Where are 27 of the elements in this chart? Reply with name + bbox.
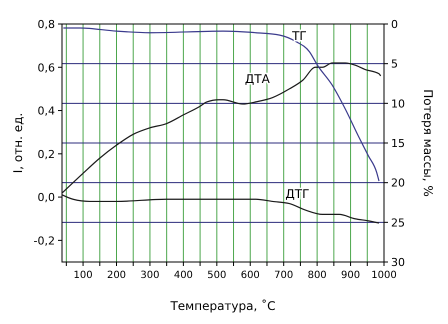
y2-tick-label: 0	[391, 18, 398, 31]
x-tick-label: 200	[106, 270, 126, 281]
y2-tick-label: 25	[391, 216, 405, 230]
y2-tick-label: 20	[391, 176, 405, 190]
x-tick-label: 400	[174, 270, 193, 281]
y2-axis-title: Потеря массы, %	[421, 89, 435, 197]
x-tick-label: 300	[140, 270, 160, 281]
x-tick-label: 100	[74, 270, 93, 281]
y-tick-label: 0,6	[38, 61, 55, 74]
y-tick-label: -0,2	[34, 234, 55, 248]
x-tick-label: 700	[274, 270, 294, 281]
x-tick-label: 1000	[371, 270, 397, 281]
y2-tick-label: 10	[391, 97, 405, 110]
line-series	[62, 27, 380, 182]
x-tick-label: 800	[308, 270, 327, 281]
y-axis-title: I, отн. ед.	[11, 112, 25, 174]
y2-tick-label: 15	[391, 137, 405, 150]
x-tick-label: 600	[240, 270, 260, 281]
y2-tick-label: 30	[391, 256, 405, 269]
x-tick-label: 900	[341, 270, 360, 281]
x-axis-title: Температура, ˚С	[169, 299, 276, 313]
y-tick-label: 0,0	[38, 191, 55, 204]
y2-tick-label: 5	[391, 58, 398, 71]
y-tick-label: 0,4	[38, 104, 55, 118]
y-tick-label: 0,8	[38, 18, 55, 31]
x-tick-label: 500	[207, 270, 226, 281]
y-tick-label: 0,2	[38, 148, 55, 161]
